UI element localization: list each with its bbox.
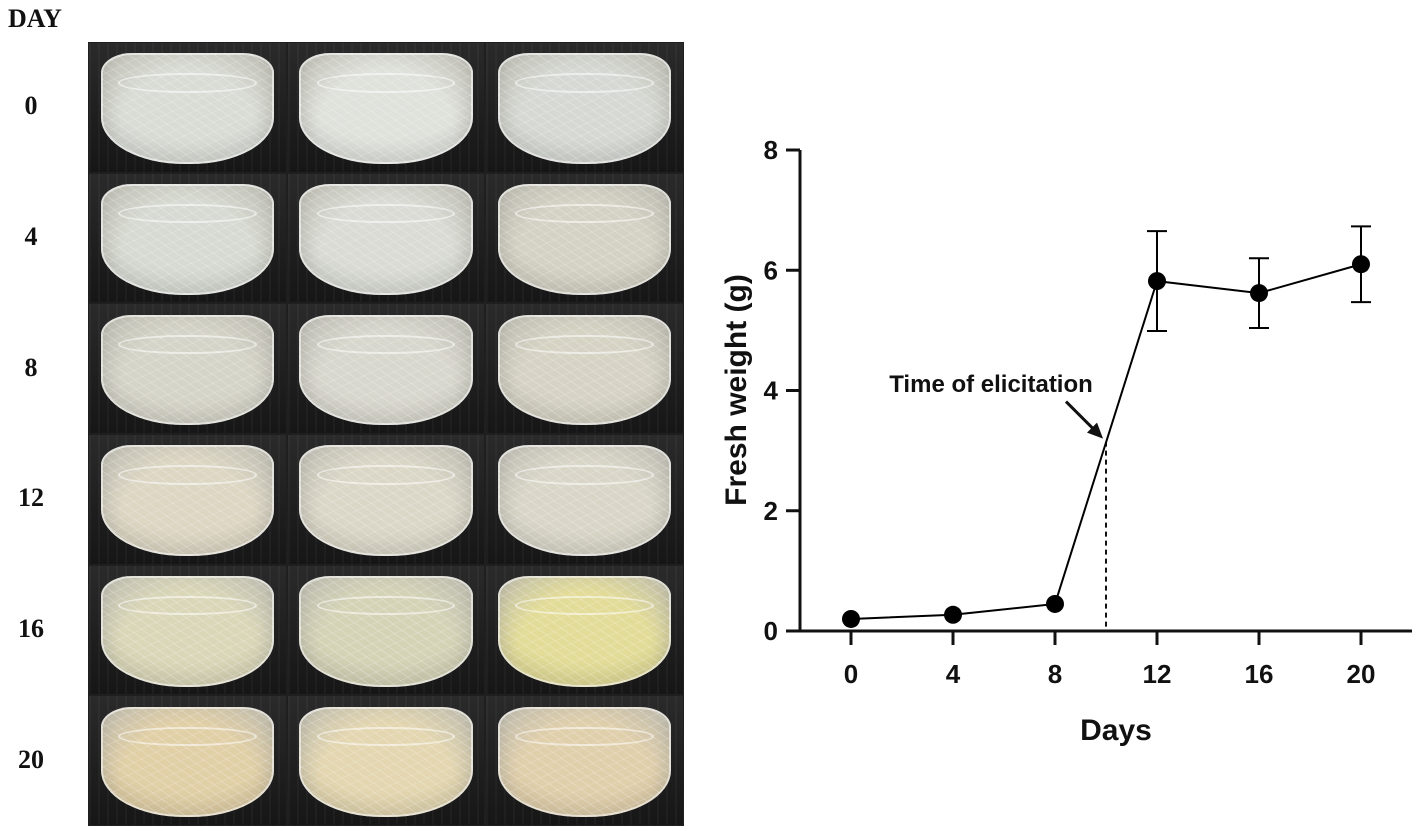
- flask-culture: [498, 314, 672, 426]
- flask-culture: [299, 53, 473, 164]
- flask-photo: [89, 696, 286, 825]
- flask-culture: [100, 575, 274, 687]
- flask-culture: [299, 706, 473, 818]
- flask-culture: [498, 445, 672, 556]
- flask-photo: [89, 565, 286, 695]
- x-tick-label: 8: [1048, 659, 1062, 689]
- flask-culture: [498, 183, 672, 295]
- data-point: [944, 605, 962, 624]
- day-column-header: DAY: [8, 4, 62, 33]
- flask-culture: [100, 706, 274, 818]
- x-tick-label: 12: [1143, 659, 1172, 689]
- flask-photo: [486, 304, 683, 433]
- x-tick-label: 4: [946, 659, 961, 689]
- y-tick-label: 8: [764, 135, 778, 165]
- day-label: 8: [24, 352, 38, 382]
- day-label: 16: [18, 614, 44, 643]
- series-line: [850, 263, 1362, 620]
- flask-culture: [299, 314, 473, 426]
- y-tick-label: 2: [764, 496, 778, 526]
- flask-photo: [287, 43, 485, 172]
- flask-culture: [299, 575, 473, 687]
- elicitation-arrow-head: [1087, 422, 1103, 439]
- flask-culture: [498, 706, 672, 818]
- photo-panel: DAY 0 4 8 12 16 20: [0, 0, 700, 831]
- day-label: 12: [18, 483, 44, 513]
- flask-culture: [498, 575, 672, 687]
- data-point: [1250, 284, 1268, 303]
- flask-culture: [498, 53, 672, 164]
- flask-culture: [299, 183, 473, 295]
- flask-culture: [100, 53, 274, 164]
- day-label: 4: [24, 222, 38, 251]
- y-tick-label: 0: [764, 616, 778, 646]
- flask-culture: [100, 183, 274, 295]
- flask-photo: [89, 304, 286, 433]
- day-label: 0: [24, 91, 38, 121]
- data-point: [1352, 255, 1370, 274]
- y-axis-label: Fresh weight (g): [720, 274, 753, 506]
- y-tick-label: 4: [764, 376, 779, 406]
- flask-photo-grid: [88, 42, 684, 826]
- flask-photo: [89, 43, 286, 172]
- x-tick-label: 20: [1347, 659, 1376, 689]
- flask-photo: [486, 43, 683, 172]
- y-tick-label: 6: [764, 255, 778, 285]
- data-point: [842, 609, 860, 628]
- flask-photo: [89, 173, 286, 303]
- flask-photo: [287, 304, 485, 433]
- flask-photo: [486, 173, 683, 303]
- flask-culture: [100, 314, 274, 426]
- flask-photo: [287, 435, 485, 564]
- data-point: [1046, 594, 1064, 613]
- flask-photo: [287, 696, 485, 825]
- x-axis-label: Days: [1080, 714, 1152, 747]
- flask-culture: [100, 445, 274, 556]
- flask-photo: [89, 435, 286, 564]
- flask-photo: [287, 565, 485, 695]
- flask-photo: [486, 565, 683, 695]
- x-tick-label: 0: [844, 659, 858, 689]
- flask-photo: [486, 696, 683, 825]
- data-point: [1148, 272, 1166, 291]
- flask-photo: [287, 173, 485, 303]
- day-label: 20: [18, 744, 44, 774]
- fresh-weight-chart: 0 2 4 6 8 0 4 8 12 16 20 Fresh weight (g) Days Tim…: [720, 135, 1412, 747]
- x-tick-label: 16: [1245, 659, 1274, 689]
- elicitation-annotation-label: Time of elicitation: [889, 371, 1093, 398]
- flask-culture: [299, 445, 473, 556]
- flask-photo: [486, 435, 683, 564]
